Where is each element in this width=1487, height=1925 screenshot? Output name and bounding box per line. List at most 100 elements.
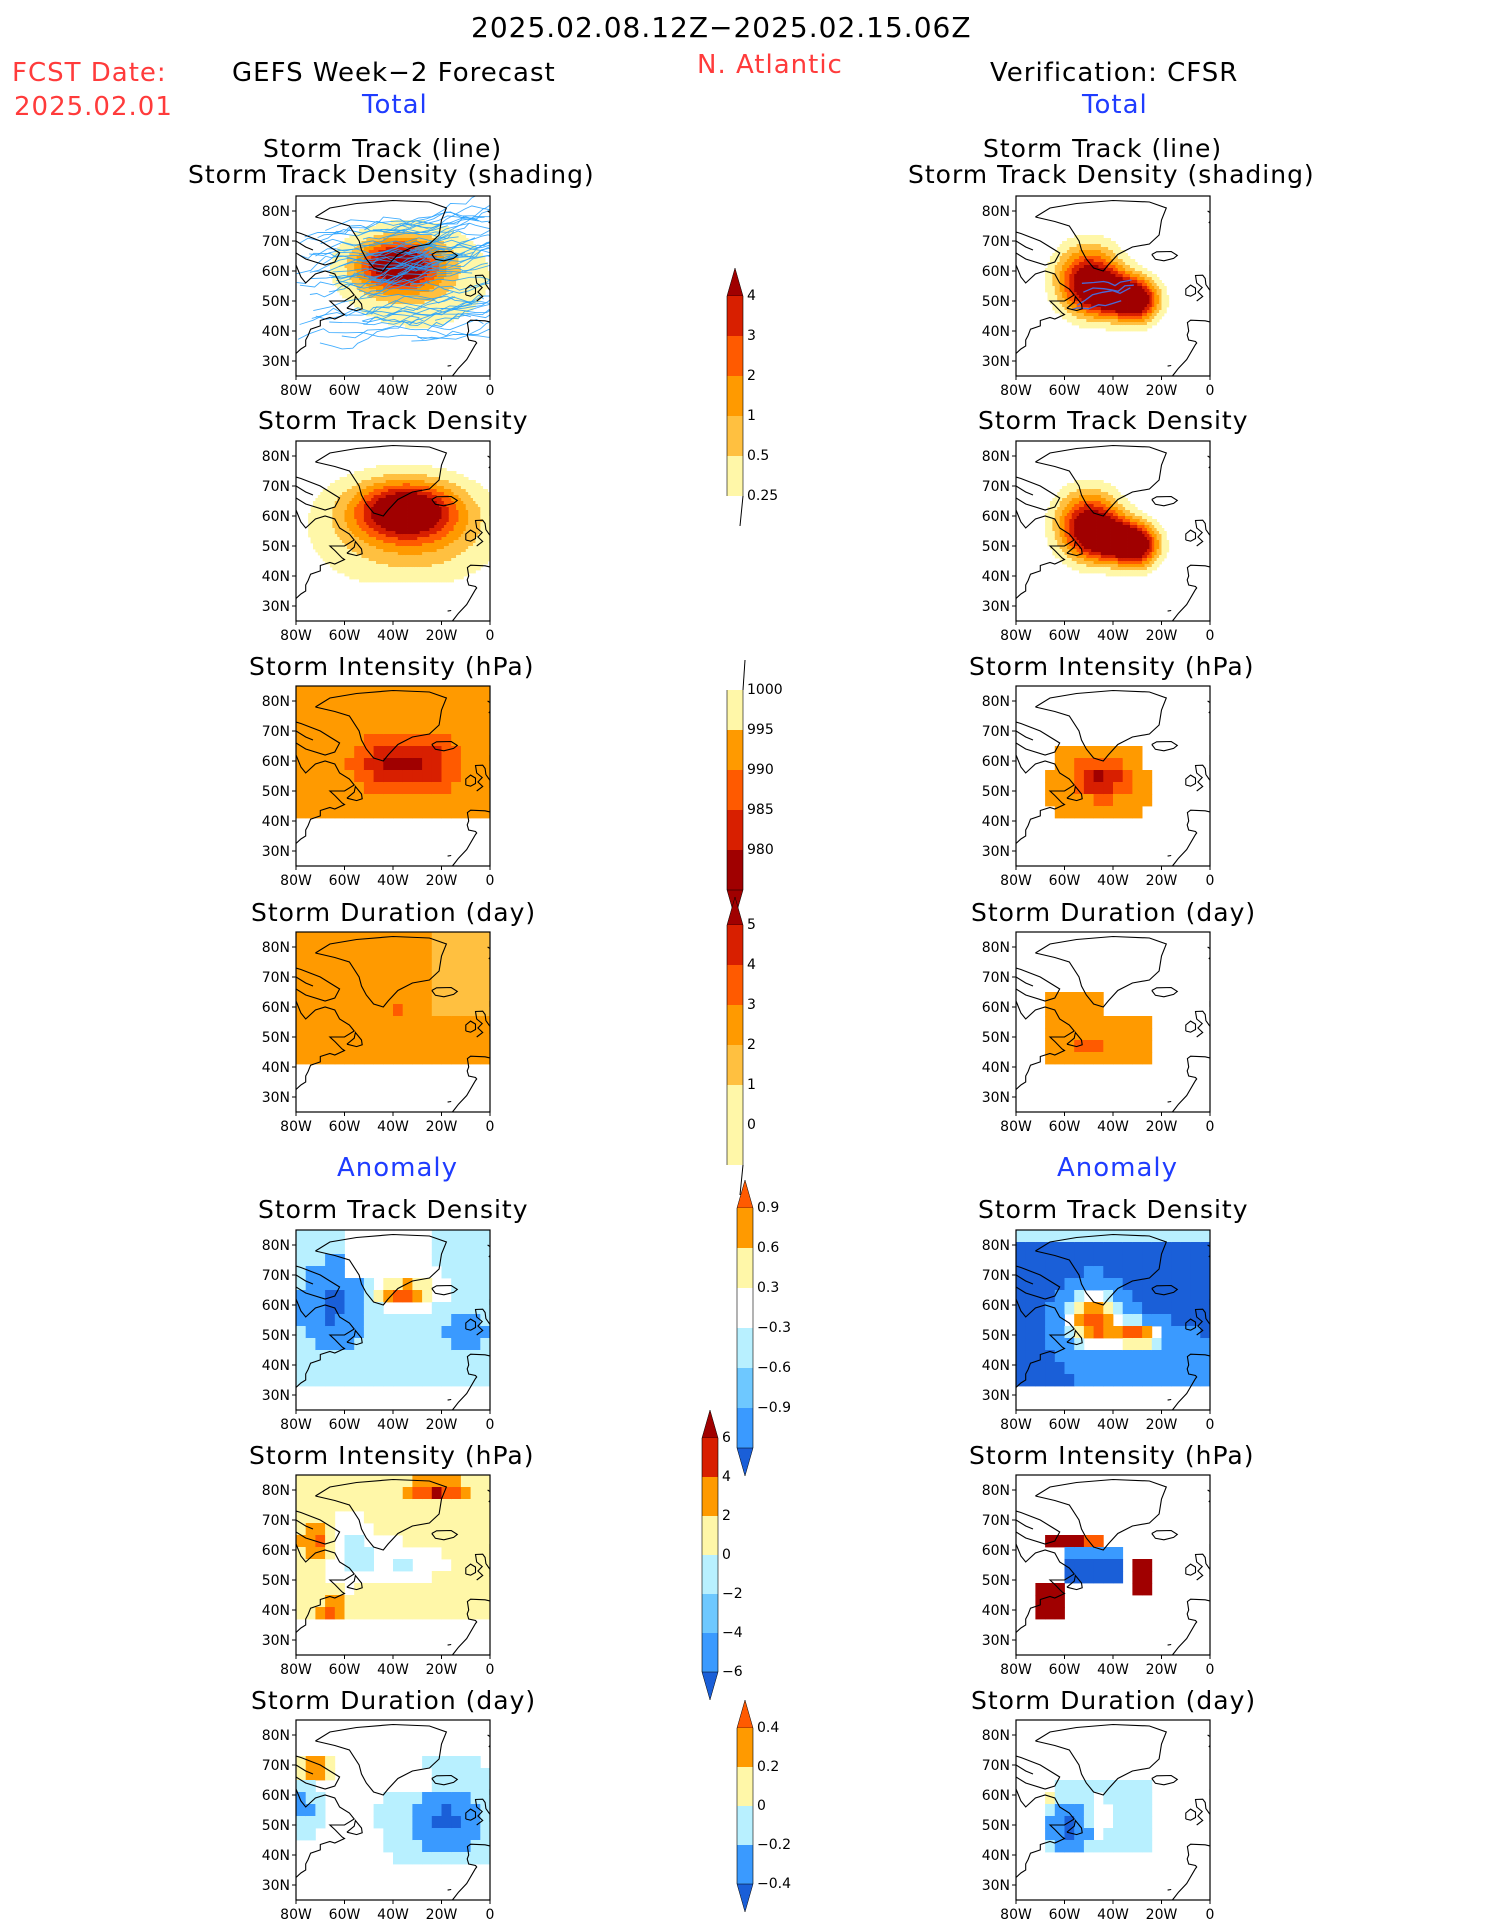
grid-cell [390, 558, 394, 562]
grid-cell [334, 686, 345, 699]
grid-cell [354, 477, 358, 481]
grid-cell [412, 498, 416, 502]
grid-cell [400, 573, 404, 577]
grid-cell [334, 1052, 345, 1065]
grid-cell [436, 304, 440, 308]
grid-cell [485, 558, 488, 562]
grid-cell [417, 226, 421, 230]
grid-cell [397, 322, 401, 326]
grid-cell [443, 283, 447, 287]
grid-cell [414, 549, 418, 553]
grid-cell [376, 465, 379, 469]
grid-cell [405, 561, 408, 565]
grid-cell [363, 782, 374, 795]
grid-cell [346, 558, 350, 562]
grid-cell [359, 277, 362, 281]
grid-cell [346, 498, 350, 502]
grid-cell [412, 474, 416, 478]
grid-cell [383, 226, 387, 230]
grid-cell [383, 561, 387, 565]
grid-cell [402, 292, 406, 296]
grid-cell [373, 301, 377, 305]
grid-cell [363, 471, 367, 475]
storm-track-line [341, 313, 472, 339]
grid-cell [441, 1040, 452, 1053]
grid-cell [388, 579, 391, 583]
grid-cell [451, 238, 455, 242]
grid-cell [426, 507, 430, 511]
grid-cell [409, 244, 413, 248]
grid-cell [393, 980, 404, 993]
grid-cell [460, 1040, 471, 1053]
grid-cell [485, 543, 488, 547]
grid-cell [458, 558, 462, 562]
grid-cell [393, 495, 396, 499]
grid-cell [419, 301, 423, 305]
grid-cell [383, 492, 387, 496]
grid-cell [412, 543, 416, 547]
grid-cell [405, 226, 408, 230]
grid-cell [426, 534, 430, 538]
grid-cell [371, 486, 374, 490]
grid-cell [443, 492, 447, 496]
grid-cell [460, 1052, 471, 1065]
grid-cell [402, 238, 406, 242]
grid-cell [366, 289, 370, 293]
grid-cell [356, 289, 360, 293]
grid-cell [439, 483, 442, 487]
grid-cell [393, 698, 404, 711]
grid-cell [402, 534, 406, 538]
grid-cell [417, 301, 421, 305]
grid-cell [441, 498, 445, 502]
grid-cell [458, 283, 462, 287]
grid-cell [337, 480, 341, 484]
grid-cell [380, 304, 384, 308]
grid-cell [465, 522, 469, 526]
grid-cell [327, 528, 331, 532]
grid-cell [393, 292, 396, 296]
grid-cell [325, 492, 328, 496]
grid-cell [431, 310, 435, 314]
grid-cell [405, 516, 408, 520]
grid-cell [354, 531, 358, 535]
grid-cell [470, 483, 474, 487]
grid-cell [431, 528, 435, 532]
grid-cell [376, 295, 379, 299]
grid-cell [460, 301, 464, 305]
grid-cell [342, 262, 345, 266]
grid-cell [453, 265, 457, 269]
grid-cell [429, 286, 433, 290]
grid-cell [359, 253, 362, 257]
grid-cell [373, 567, 377, 571]
grid-cell [409, 483, 413, 487]
grid-cell [480, 968, 490, 981]
grid-cell [426, 501, 430, 505]
grid-cell [400, 552, 404, 556]
grid-cell [327, 546, 331, 550]
grid-cell [373, 504, 377, 508]
grid-cell [468, 483, 471, 487]
grid-cell [441, 232, 445, 236]
grid-cell [383, 555, 387, 559]
grid-cell [439, 283, 442, 287]
grid-cell [383, 579, 387, 583]
grid-cell [320, 498, 324, 502]
grid-cell [412, 561, 416, 565]
grid-cell [441, 537, 445, 541]
grid-cell [448, 519, 452, 523]
grid-cell [477, 277, 481, 281]
grid-cell [426, 528, 430, 532]
grid-cell [431, 495, 435, 499]
grid-cell [344, 268, 348, 272]
grid-cell [448, 489, 452, 493]
grid-cell [400, 226, 404, 230]
grid-cell [380, 522, 384, 526]
grid-cell [473, 549, 476, 553]
grid-cell [305, 758, 316, 771]
grid-cell [477, 486, 481, 490]
grid-cell [412, 806, 423, 819]
grid-cell [325, 956, 336, 969]
grid-cell [361, 555, 365, 559]
grid-cell [434, 528, 438, 532]
